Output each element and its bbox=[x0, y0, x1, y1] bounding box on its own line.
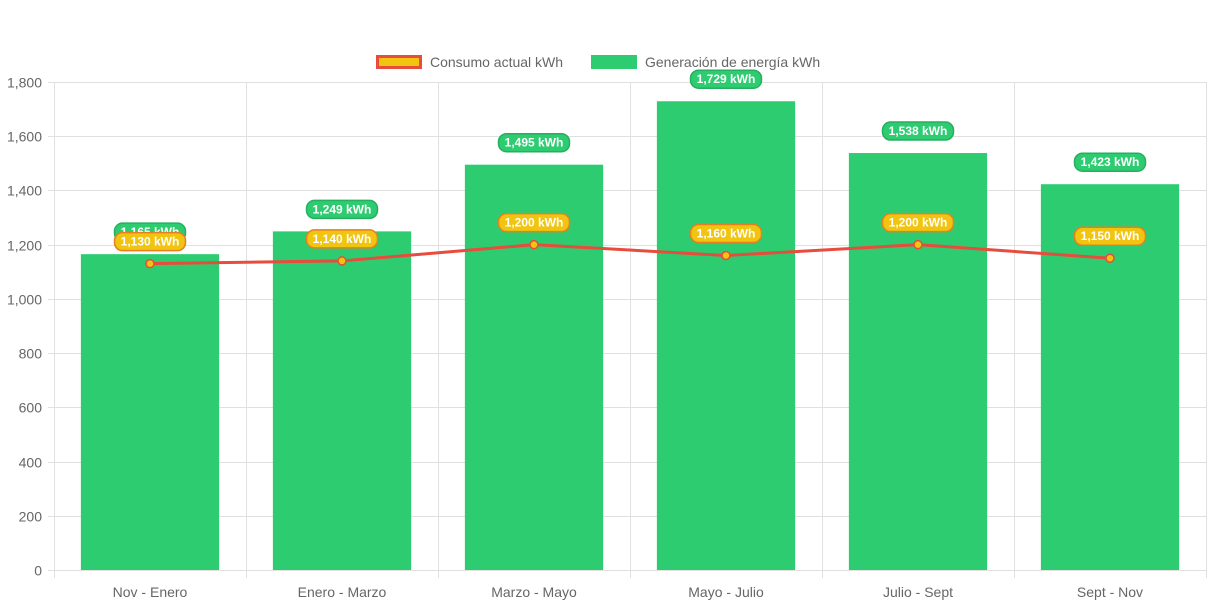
legend-item-generacion[interactable]: Generación de energía kWh bbox=[591, 52, 820, 72]
legend-item-consumo[interactable]: Consumo actual kWh bbox=[376, 52, 563, 72]
line-point bbox=[337, 256, 347, 266]
legend-swatch-generacion bbox=[591, 55, 637, 69]
bar bbox=[272, 231, 412, 571]
y-tick-label: 200 bbox=[19, 509, 43, 525]
line-value-label: 1,150 kWh bbox=[1081, 229, 1140, 243]
x-tick-label: Sept - Nov bbox=[1077, 584, 1143, 600]
x-tick-label: Marzo - Mayo bbox=[491, 584, 577, 600]
bar bbox=[80, 254, 220, 570]
bar-value-label-bg bbox=[497, 132, 571, 153]
y-tick-label: 600 bbox=[19, 400, 43, 416]
bar bbox=[1040, 184, 1180, 570]
line-point bbox=[529, 239, 539, 250]
y-tick-label: 400 bbox=[19, 455, 43, 471]
bar-value-label-bg bbox=[305, 199, 379, 220]
line-value-label-bg bbox=[881, 212, 955, 233]
line-point bbox=[913, 239, 923, 250]
bar bbox=[656, 101, 796, 570]
y-tick-label: 800 bbox=[19, 346, 43, 362]
line-value-label-bg bbox=[113, 231, 187, 252]
line-value-label-bg bbox=[1073, 226, 1147, 246]
bar-value-label: 1,495 kWh bbox=[505, 136, 564, 150]
bar-value-label: 1,249 kWh bbox=[313, 202, 372, 216]
bar-value-label-bg bbox=[1073, 152, 1147, 172]
y-tick-label: 1,200 bbox=[7, 238, 42, 254]
y-tick-label: 1,400 bbox=[7, 183, 42, 199]
legend-label-consumo: Consumo actual kWh bbox=[430, 54, 564, 70]
x-tick-label: Nov - Enero bbox=[113, 584, 188, 600]
bar-value-label: 1,538 kWh bbox=[889, 124, 948, 138]
legend-swatch-consumo bbox=[376, 55, 422, 69]
line-value-label-bg bbox=[497, 212, 571, 233]
line-point bbox=[721, 250, 731, 261]
bar-value-label-bg bbox=[689, 69, 763, 89]
line-value-label-bg bbox=[305, 229, 379, 249]
line-value-label: 1,160 kWh bbox=[697, 227, 756, 241]
line-value-label: 1,140 kWh bbox=[313, 232, 372, 246]
x-tick-label: Enero - Marzo bbox=[298, 584, 387, 600]
bar-value-label: 1,423 kWh bbox=[1081, 155, 1140, 169]
x-tick-label: Mayo - Julio bbox=[688, 584, 764, 600]
y-tick-label: 1,600 bbox=[7, 129, 42, 145]
line-path bbox=[149, 243, 1111, 266]
legend: Consumo actual kWh Generación de energía… bbox=[0, 52, 1213, 72]
line-point bbox=[1105, 253, 1115, 263]
line-series bbox=[145, 239, 1115, 269]
line-value-label-bg bbox=[689, 223, 763, 244]
grid bbox=[48, 82, 1207, 578]
bar-value-label: 1,729 kWh bbox=[697, 72, 756, 86]
line-point bbox=[145, 258, 155, 269]
bar-value-label-bg bbox=[881, 121, 955, 141]
legend-label-generacion: Generación de energía kWh bbox=[645, 54, 821, 70]
y-tick-label: 1,800 bbox=[7, 75, 42, 91]
line-value-label: 1,200 kWh bbox=[505, 216, 564, 230]
x-tick-label: Julio - Sept bbox=[883, 584, 953, 600]
axes: 0 200 400 600 800 1,000 1,200 1,400 1,600 1,800 No… bbox=[7, 75, 1143, 601]
line-value-label: 1,130 kWh bbox=[121, 235, 180, 249]
line-value-label: 1,200 kWh bbox=[889, 216, 948, 230]
y-tick-label: 1,000 bbox=[7, 292, 42, 308]
y-tick-label: 0 bbox=[34, 563, 42, 579]
